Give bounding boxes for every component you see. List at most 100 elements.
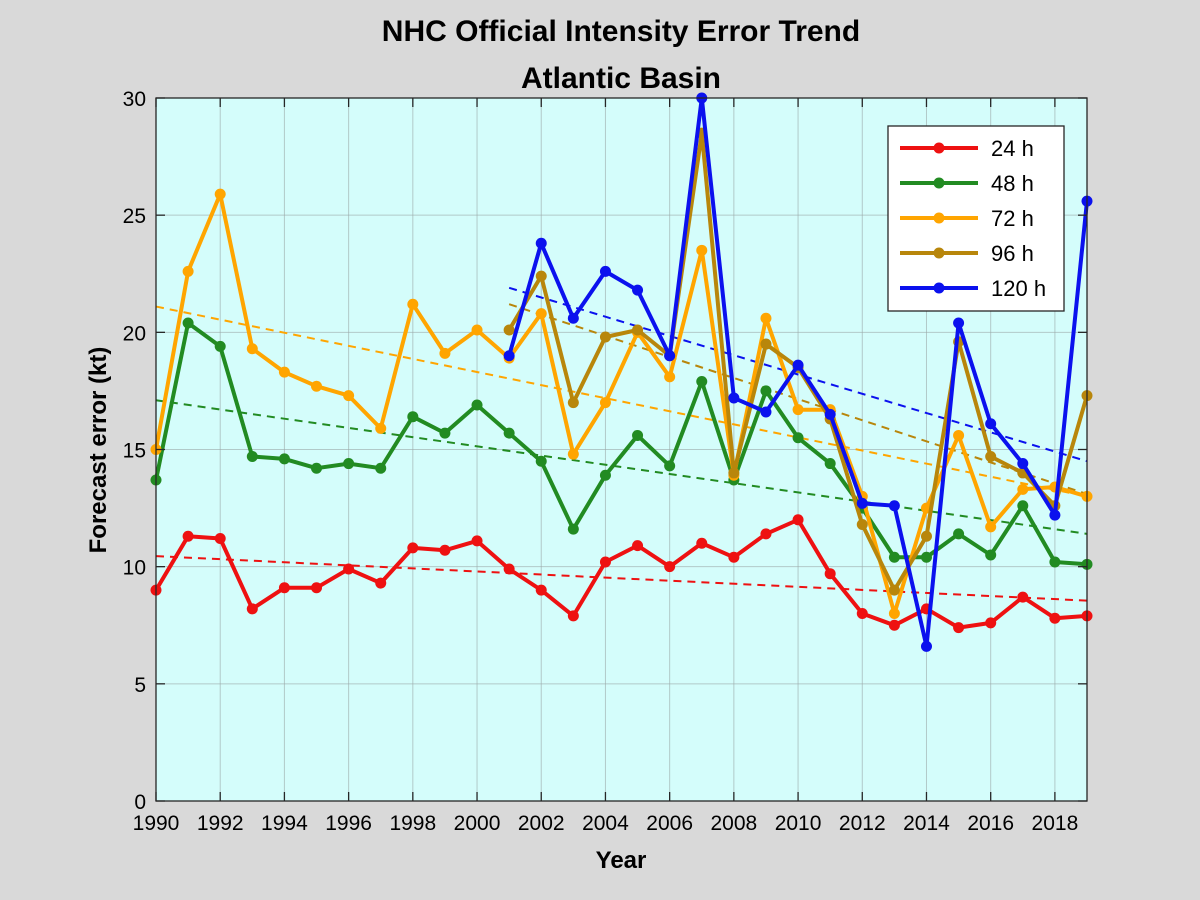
data-point-48h (503, 427, 515, 439)
data-point-48h (343, 458, 355, 470)
chart-subtitle: Atlantic Basin (521, 62, 721, 95)
data-point-96h (728, 467, 740, 479)
chart-title: NHC Official Intensity Error Trend (382, 15, 860, 48)
data-point-120h (953, 317, 965, 329)
x-tick-label: 1996 (325, 812, 372, 835)
data-point-48h (567, 523, 579, 535)
data-point-24h (471, 535, 483, 547)
data-point-24h (567, 610, 579, 622)
data-point-48h (824, 458, 836, 470)
data-point-48h (311, 462, 323, 474)
trend-line-120h (508, 286, 1088, 463)
data-point-24h (246, 603, 258, 615)
data-point-120h (985, 418, 997, 430)
legend-swatch-marker (933, 177, 945, 189)
data-point-120h (792, 359, 804, 371)
data-point-72h (1017, 483, 1029, 495)
x-tick-label: 2016 (967, 812, 1014, 835)
data-point-72h (888, 608, 900, 620)
data-point-24h (214, 533, 226, 545)
data-point-96h (632, 324, 644, 336)
data-point-24h (1017, 591, 1029, 603)
data-point-120h (535, 237, 547, 249)
x-tick-label: 2006 (646, 812, 693, 835)
data-point-120h (503, 350, 515, 362)
y-tick-label: 5 (134, 674, 146, 697)
series-line-48h (154, 321, 1088, 567)
data-point-48h (375, 462, 387, 474)
data-point-24h (1049, 612, 1061, 624)
x-tick-label: 2014 (903, 812, 950, 835)
data-point-24h (599, 556, 611, 568)
legend-swatch-marker (933, 142, 945, 154)
trend-line-72h (155, 305, 1088, 498)
data-point-24h (728, 551, 740, 563)
series-lines (150, 92, 1093, 652)
data-point-48h (246, 451, 258, 463)
data-point-96h (920, 530, 932, 542)
x-tick-label: 2008 (711, 812, 758, 835)
x-tick-label: 1994 (261, 812, 308, 835)
legend-label: 48 h (991, 171, 1034, 196)
data-point-24h (760, 528, 772, 540)
x-axis-label: Year (596, 847, 647, 874)
x-tick-label: 2002 (518, 812, 565, 835)
data-point-72h (792, 404, 804, 416)
data-point-24h (439, 544, 451, 556)
data-point-24h (278, 582, 290, 594)
x-tick-label: 2000 (454, 812, 501, 835)
data-point-96h (535, 270, 547, 282)
data-point-24h (888, 619, 900, 631)
data-point-72h (567, 448, 579, 460)
data-point-24h (792, 514, 804, 526)
data-point-48h (760, 385, 772, 397)
data-point-48h (664, 460, 676, 472)
data-point-24h (632, 540, 644, 552)
legend-swatch-marker (933, 247, 945, 259)
legend-label: 120 h (991, 276, 1046, 301)
data-point-72h (311, 380, 323, 392)
data-point-72h (246, 343, 258, 355)
data-point-48h (278, 453, 290, 465)
data-point-24h (182, 530, 194, 542)
data-point-24h (696, 537, 708, 549)
data-point-48h (920, 551, 932, 563)
data-point-48h (471, 399, 483, 411)
data-point-120h (760, 406, 772, 418)
data-point-72h (471, 324, 483, 336)
y-tick-label: 0 (134, 791, 146, 814)
legend-label: 24 h (991, 136, 1034, 161)
data-point-72h (664, 371, 676, 383)
data-point-24h (985, 617, 997, 629)
data-point-48h (953, 528, 965, 540)
legend-label: 96 h (991, 241, 1034, 266)
data-point-24h (953, 622, 965, 634)
data-point-48h (632, 429, 644, 441)
data-point-72h (278, 366, 290, 378)
data-point-72h (182, 265, 194, 277)
data-point-72h (375, 422, 387, 434)
data-point-72h (535, 308, 547, 320)
data-point-120h (824, 408, 836, 420)
data-point-96h (599, 331, 611, 343)
data-point-120h (728, 392, 740, 404)
data-point-72h (985, 521, 997, 533)
data-point-72h (599, 397, 611, 409)
x-tick-label: 2018 (1032, 812, 1079, 835)
data-point-120h (856, 497, 868, 509)
x-tick-label: 2010 (775, 812, 822, 835)
data-point-120h (888, 500, 900, 512)
data-point-24h (535, 584, 547, 596)
data-point-24h (375, 577, 387, 589)
data-point-120h (1017, 458, 1029, 470)
x-tick-label: 1992 (197, 812, 244, 835)
data-point-120h (567, 312, 579, 324)
y-tick-label: 20 (123, 322, 146, 345)
data-point-120h (632, 284, 644, 296)
y-tick-label: 10 (123, 557, 146, 580)
data-point-120h (599, 265, 611, 277)
data-point-24h (343, 563, 355, 575)
y-tick-label: 30 (123, 88, 146, 111)
data-point-24h (856, 608, 868, 620)
